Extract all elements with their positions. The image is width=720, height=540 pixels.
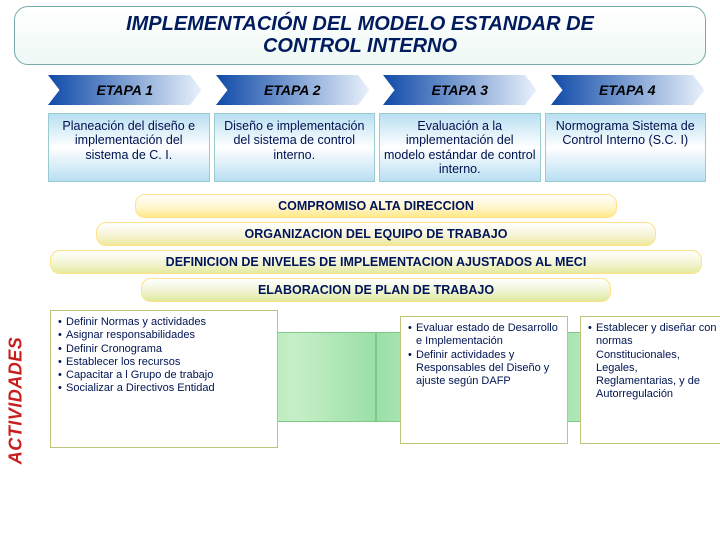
- stage-label: ETAPA 4: [551, 75, 705, 105]
- bullet-icon: •: [58, 343, 66, 356]
- title-line-1: IMPLEMENTACIÓN DEL MODELO ESTANDAR DE: [23, 13, 697, 35]
- stage-desc: Evaluación a la implementación del model…: [379, 113, 541, 183]
- stage-header: ETAPA 2: [216, 75, 370, 105]
- stage-desc: Planeación del diseño e implementación d…: [48, 113, 210, 183]
- task-item: Definir Normas y actividades: [66, 316, 206, 329]
- bullet-icon: •: [408, 322, 416, 348]
- stage-label: ETAPA 1: [48, 75, 202, 105]
- banner: DEFINICION DE NIVELES DE IMPLEMENTACION …: [50, 250, 702, 274]
- stage-desc: Normograma Sistema de Control Interno (S…: [545, 113, 707, 183]
- task-item: Evaluar estado de Desarrollo e Implement…: [416, 322, 560, 348]
- stage-desc: Diseño e implementación del sistema de c…: [214, 113, 376, 183]
- bullet-icon: •: [58, 382, 66, 395]
- task-card: •Definir Normas y actividades •Asignar r…: [50, 310, 278, 448]
- stage-header: ETAPA 4: [551, 75, 705, 105]
- task-item: Establecer y diseñar con normas Constitu…: [596, 322, 718, 401]
- task-item: Asignar responsabilidades: [66, 329, 195, 342]
- stage-header: ETAPA 1: [48, 75, 202, 105]
- task-item: Establecer los recursos: [66, 356, 180, 369]
- banner: COMPROMISO ALTA DIRECCION: [135, 194, 617, 218]
- bullet-icon: •: [58, 329, 66, 342]
- activities-label-text: ACTIVIDADES: [6, 336, 27, 464]
- stage-label: ETAPA 3: [383, 75, 537, 105]
- title-box: IMPLEMENTACIÓN DEL MODELO ESTANDAR DE CO…: [14, 6, 706, 65]
- stage-header: ETAPA 3: [383, 75, 537, 105]
- task-item: Socializar a Directivos Entidad: [66, 382, 215, 395]
- title-line-2: CONTROL INTERNO: [23, 35, 697, 57]
- task-item: Definir actividades y Responsables del D…: [416, 349, 560, 389]
- stage-label: ETAPA 2: [216, 75, 370, 105]
- task-item: Capacitar a l Grupo de trabajo: [66, 369, 213, 382]
- slide-frame: IMPLEMENTACIÓN DEL MODELO ESTANDAR DE CO…: [0, 0, 720, 540]
- task-card: •Establecer y diseñar con normas Constit…: [580, 316, 720, 444]
- stage-header-row: ETAPA 1 ETAPA 2 ETAPA 3 ETAPA 4: [48, 75, 704, 105]
- banner-stack: COMPROMISO ALTA DIRECCION ORGANIZACION D…: [50, 194, 702, 302]
- banner: ELABORACION DE PLAN DE TRABAJO: [141, 278, 610, 302]
- banner: ORGANIZACION DEL EQUIPO DE TRABAJO: [96, 222, 657, 246]
- bullet-icon: •: [58, 356, 66, 369]
- stage-desc-row: Planeación del diseño e implementación d…: [48, 113, 706, 183]
- bullet-icon: •: [58, 369, 66, 382]
- task-item: Definir Cronograma: [66, 343, 162, 356]
- task-card: •Evaluar estado de Desarrollo e Implemen…: [400, 316, 568, 444]
- bullet-icon: •: [588, 322, 596, 401]
- bullet-icon: •: [408, 349, 416, 389]
- bullet-icon: •: [58, 316, 66, 329]
- tasks-zone: •Definir Normas y actividades •Asignar r…: [50, 310, 702, 452]
- activities-vertical-label: ACTIVIDADES: [4, 288, 28, 512]
